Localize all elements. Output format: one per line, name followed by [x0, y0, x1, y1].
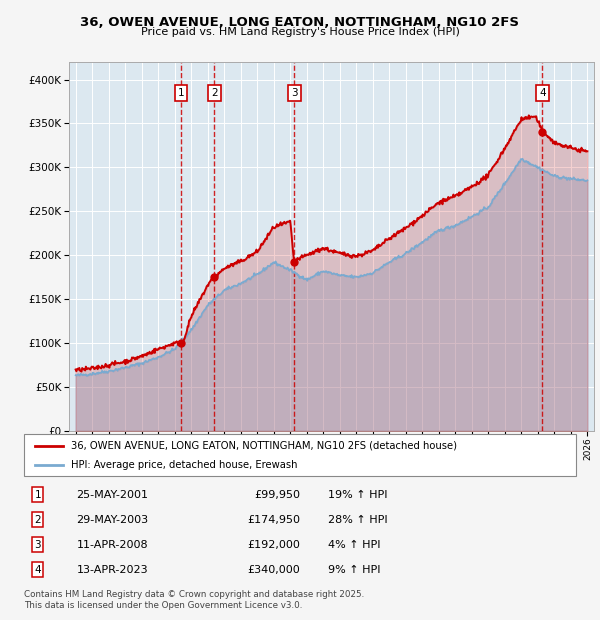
- Text: £174,950: £174,950: [247, 515, 300, 525]
- Text: 28% ↑ HPI: 28% ↑ HPI: [328, 515, 387, 525]
- Text: £99,950: £99,950: [254, 490, 300, 500]
- Text: 29-MAY-2003: 29-MAY-2003: [76, 515, 149, 525]
- Text: 36, OWEN AVENUE, LONG EATON, NOTTINGHAM, NG10 2FS (detached house): 36, OWEN AVENUE, LONG EATON, NOTTINGHAM,…: [71, 441, 457, 451]
- Text: 1: 1: [34, 490, 41, 500]
- Text: 2: 2: [34, 515, 41, 525]
- Text: £192,000: £192,000: [247, 539, 300, 550]
- Text: Price paid vs. HM Land Registry's House Price Index (HPI): Price paid vs. HM Land Registry's House …: [140, 27, 460, 37]
- Text: 2: 2: [211, 88, 218, 98]
- Text: HPI: Average price, detached house, Erewash: HPI: Average price, detached house, Erew…: [71, 460, 298, 470]
- Text: 1: 1: [178, 88, 185, 98]
- Text: 11-APR-2008: 11-APR-2008: [76, 539, 148, 550]
- Text: 36, OWEN AVENUE, LONG EATON, NOTTINGHAM, NG10 2FS: 36, OWEN AVENUE, LONG EATON, NOTTINGHAM,…: [80, 16, 520, 29]
- Text: 19% ↑ HPI: 19% ↑ HPI: [328, 490, 387, 500]
- Text: 4% ↑ HPI: 4% ↑ HPI: [328, 539, 380, 550]
- Text: 3: 3: [291, 88, 298, 98]
- Text: Contains HM Land Registry data © Crown copyright and database right 2025.
This d: Contains HM Land Registry data © Crown c…: [24, 590, 364, 609]
- Text: 4: 4: [34, 565, 41, 575]
- Text: £340,000: £340,000: [247, 565, 300, 575]
- Text: 25-MAY-2001: 25-MAY-2001: [76, 490, 148, 500]
- Text: 3: 3: [34, 539, 41, 550]
- Text: 9% ↑ HPI: 9% ↑ HPI: [328, 565, 380, 575]
- Text: 4: 4: [539, 88, 545, 98]
- Text: 13-APR-2023: 13-APR-2023: [76, 565, 148, 575]
